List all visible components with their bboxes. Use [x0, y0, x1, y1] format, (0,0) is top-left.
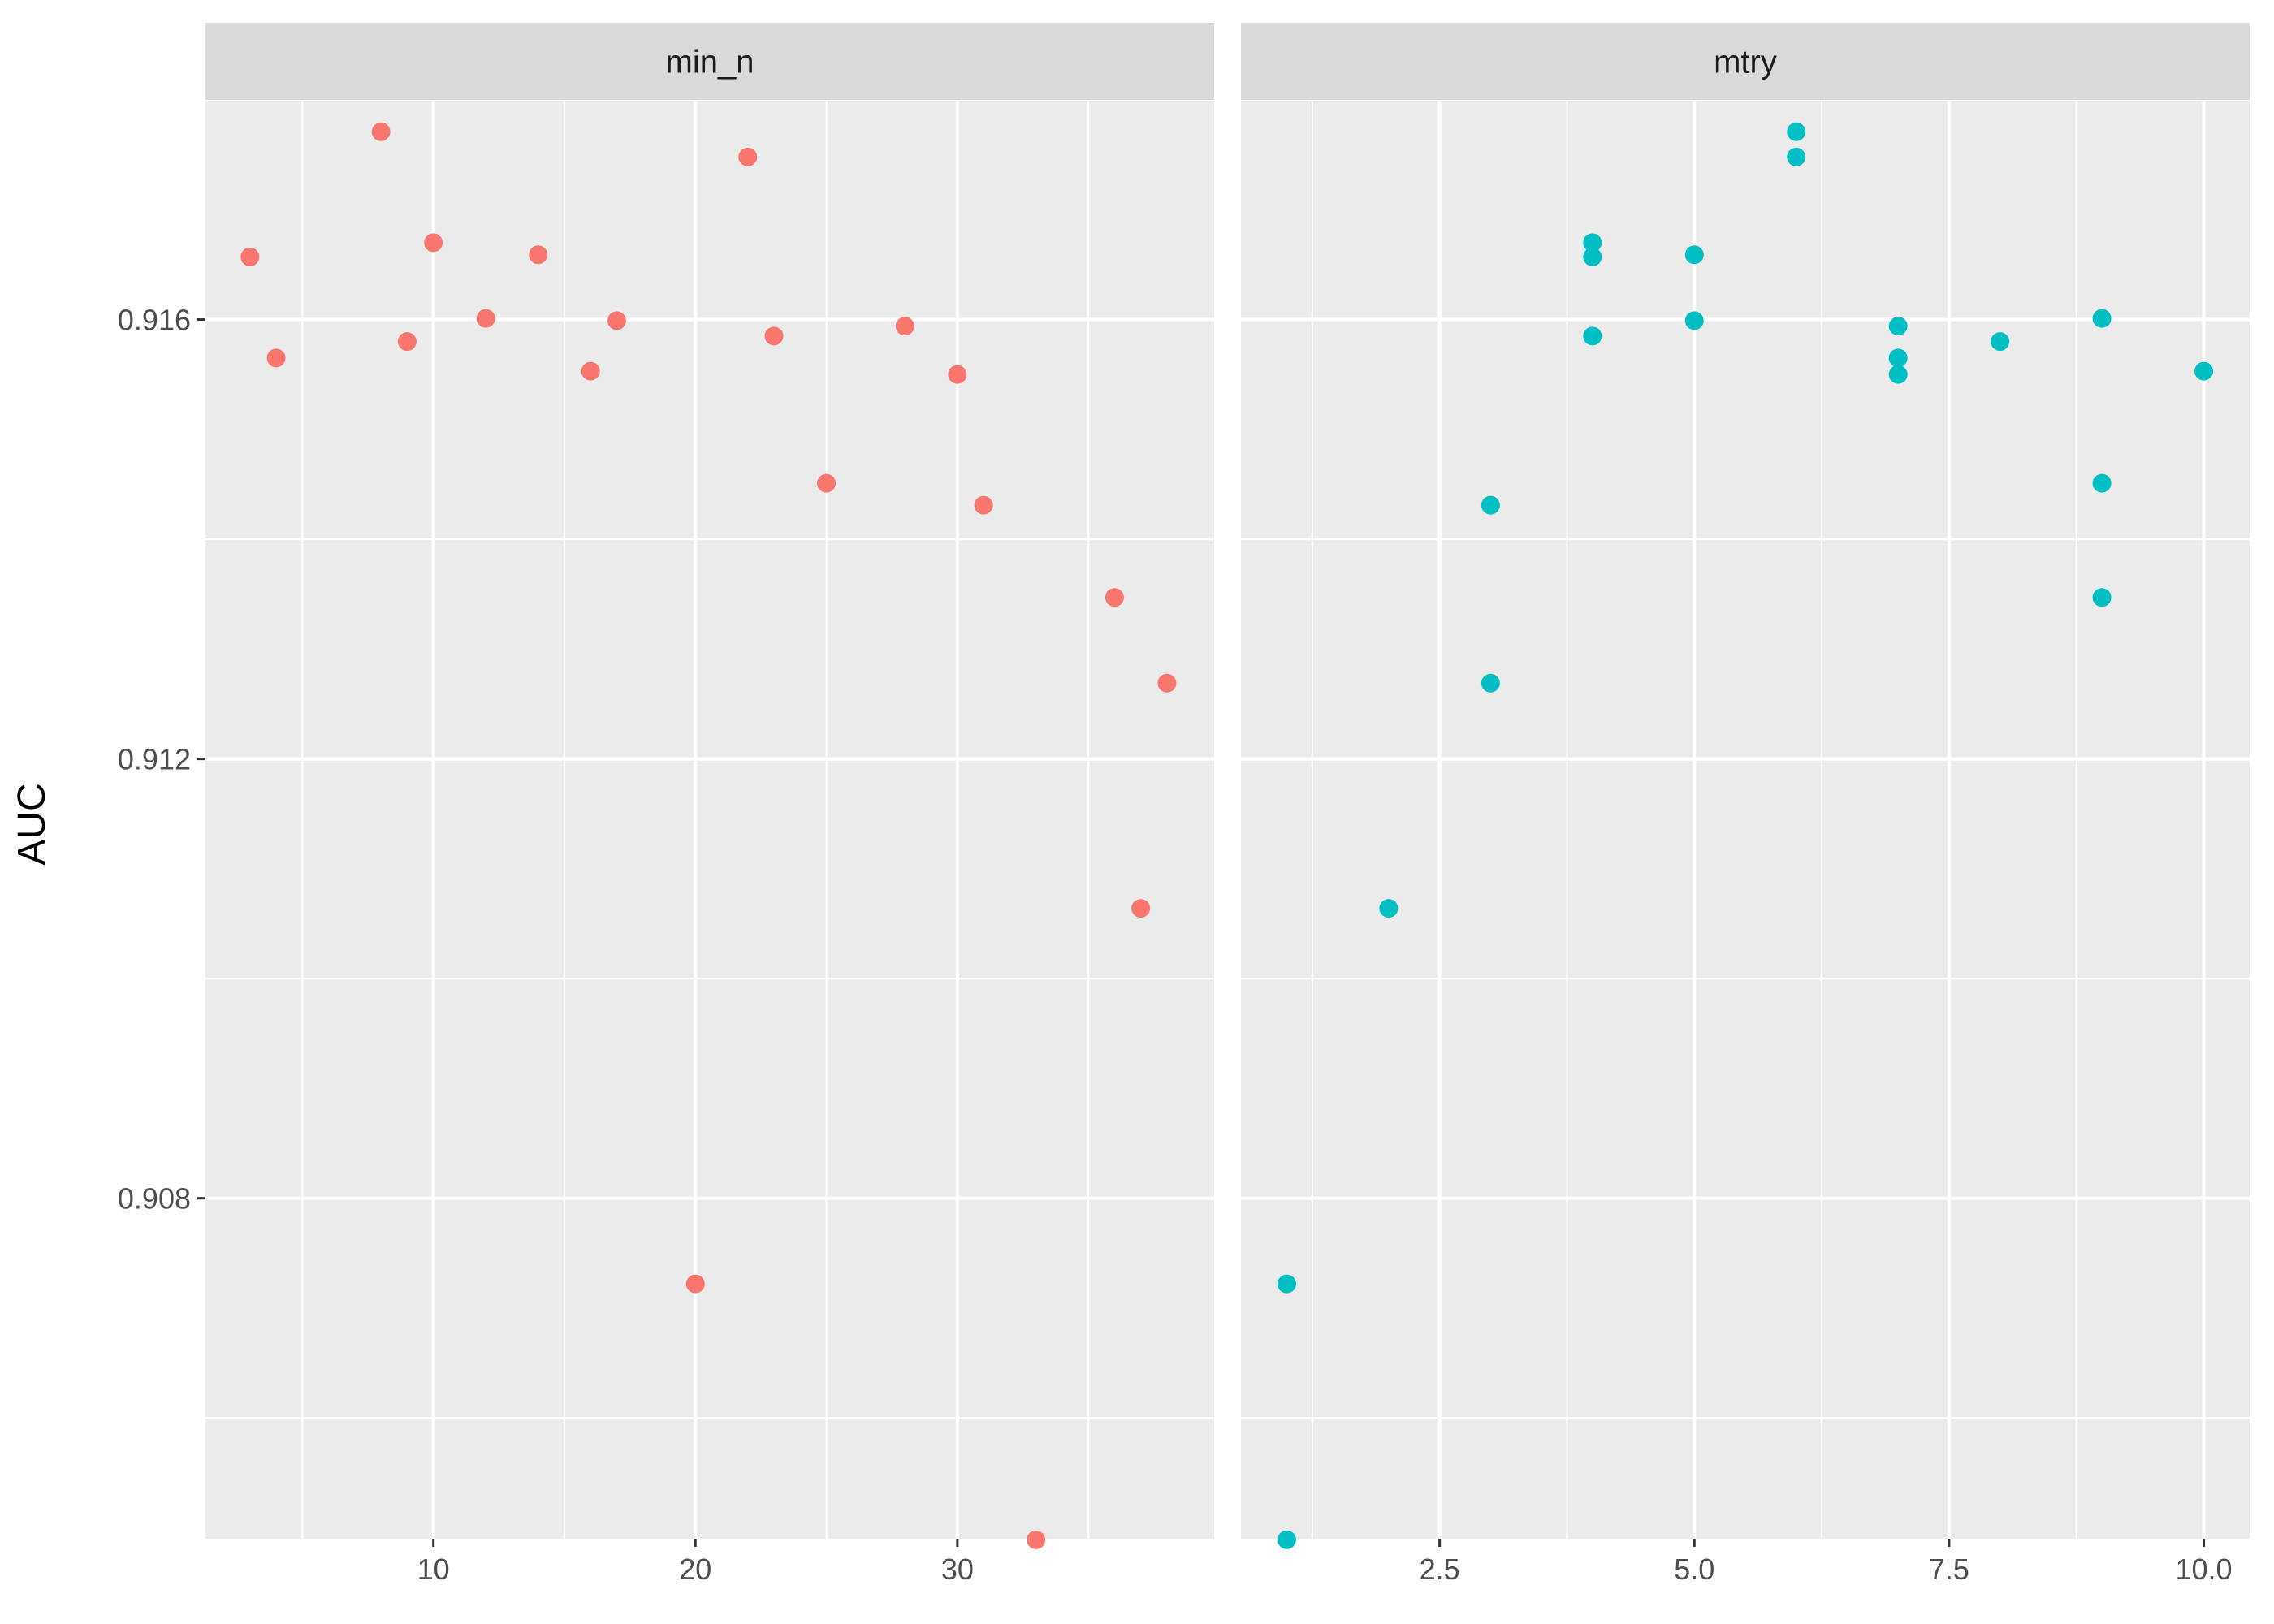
data-point	[1379, 899, 1399, 918]
data-point	[1157, 673, 1177, 693]
data-point	[685, 1274, 705, 1294]
x-tick-label: 10	[417, 1553, 450, 1586]
data-point	[266, 348, 286, 368]
panels-layer: min_n 10 20 30 mtry 2.5 5.0 7.5 10.0	[205, 23, 2250, 1586]
data-point	[1277, 1274, 1296, 1294]
y-tick-label: 0.908	[118, 1182, 191, 1216]
facet-strip-label: mtry	[1714, 45, 1777, 80]
data-point	[1277, 1530, 1296, 1549]
data-point	[2092, 588, 2112, 607]
x-tick-label: 2.5	[1420, 1553, 1460, 1586]
data-point	[764, 326, 784, 346]
y-tick-label: 0.912	[118, 743, 191, 776]
y-axis-title: AUC	[11, 783, 54, 865]
panel-background	[205, 100, 1214, 1539]
data-point	[371, 122, 391, 141]
x-tick-label: 20	[679, 1553, 711, 1586]
facet-strip	[1241, 23, 2250, 100]
data-point	[1583, 247, 1602, 266]
data-point	[974, 495, 993, 515]
y-tick-label: 0.916	[118, 304, 191, 337]
x-tick-label: 7.5	[1929, 1553, 1969, 1586]
data-point	[1787, 147, 1806, 166]
data-point	[1583, 326, 1602, 346]
data-point	[1888, 365, 1908, 384]
x-tick-label: 10.0	[2176, 1553, 2233, 1586]
data-point	[424, 233, 443, 253]
data-point	[1105, 588, 1124, 607]
data-point	[2092, 473, 2112, 493]
x-tick-label: 30	[941, 1553, 974, 1586]
data-point	[240, 247, 260, 266]
data-point	[738, 147, 758, 166]
data-point	[581, 361, 600, 381]
data-point	[1787, 122, 1806, 141]
facet-panel-mtry: mtry 2.5 5.0 7.5 10.0	[1241, 23, 2250, 1586]
data-point	[1991, 332, 2010, 352]
data-point	[1027, 1530, 1046, 1549]
data-point	[2194, 361, 2214, 381]
data-point	[948, 365, 967, 384]
data-point	[476, 309, 495, 328]
panel-background	[1241, 100, 2250, 1539]
data-point	[1684, 245, 1704, 265]
data-point	[529, 245, 548, 265]
data-point	[1888, 317, 1908, 336]
data-point	[607, 311, 626, 330]
x-tick-label: 5.0	[1674, 1553, 1714, 1586]
data-point	[397, 332, 417, 352]
y-axis: 0.908 0.912 0.916	[118, 304, 205, 1216]
data-point	[817, 473, 837, 493]
facet-strip	[205, 23, 1214, 100]
facet-strip-label: min_n	[666, 45, 754, 80]
data-point	[1684, 311, 1704, 330]
data-point	[1481, 673, 1500, 693]
data-point	[1481, 495, 1500, 515]
data-point	[895, 317, 914, 336]
data-point	[1888, 348, 1908, 368]
data-point	[1583, 233, 1602, 253]
facet-panel-min_n: min_n 10 20 30	[205, 23, 1214, 1586]
data-point	[1131, 899, 1151, 918]
data-point	[2092, 309, 2112, 328]
